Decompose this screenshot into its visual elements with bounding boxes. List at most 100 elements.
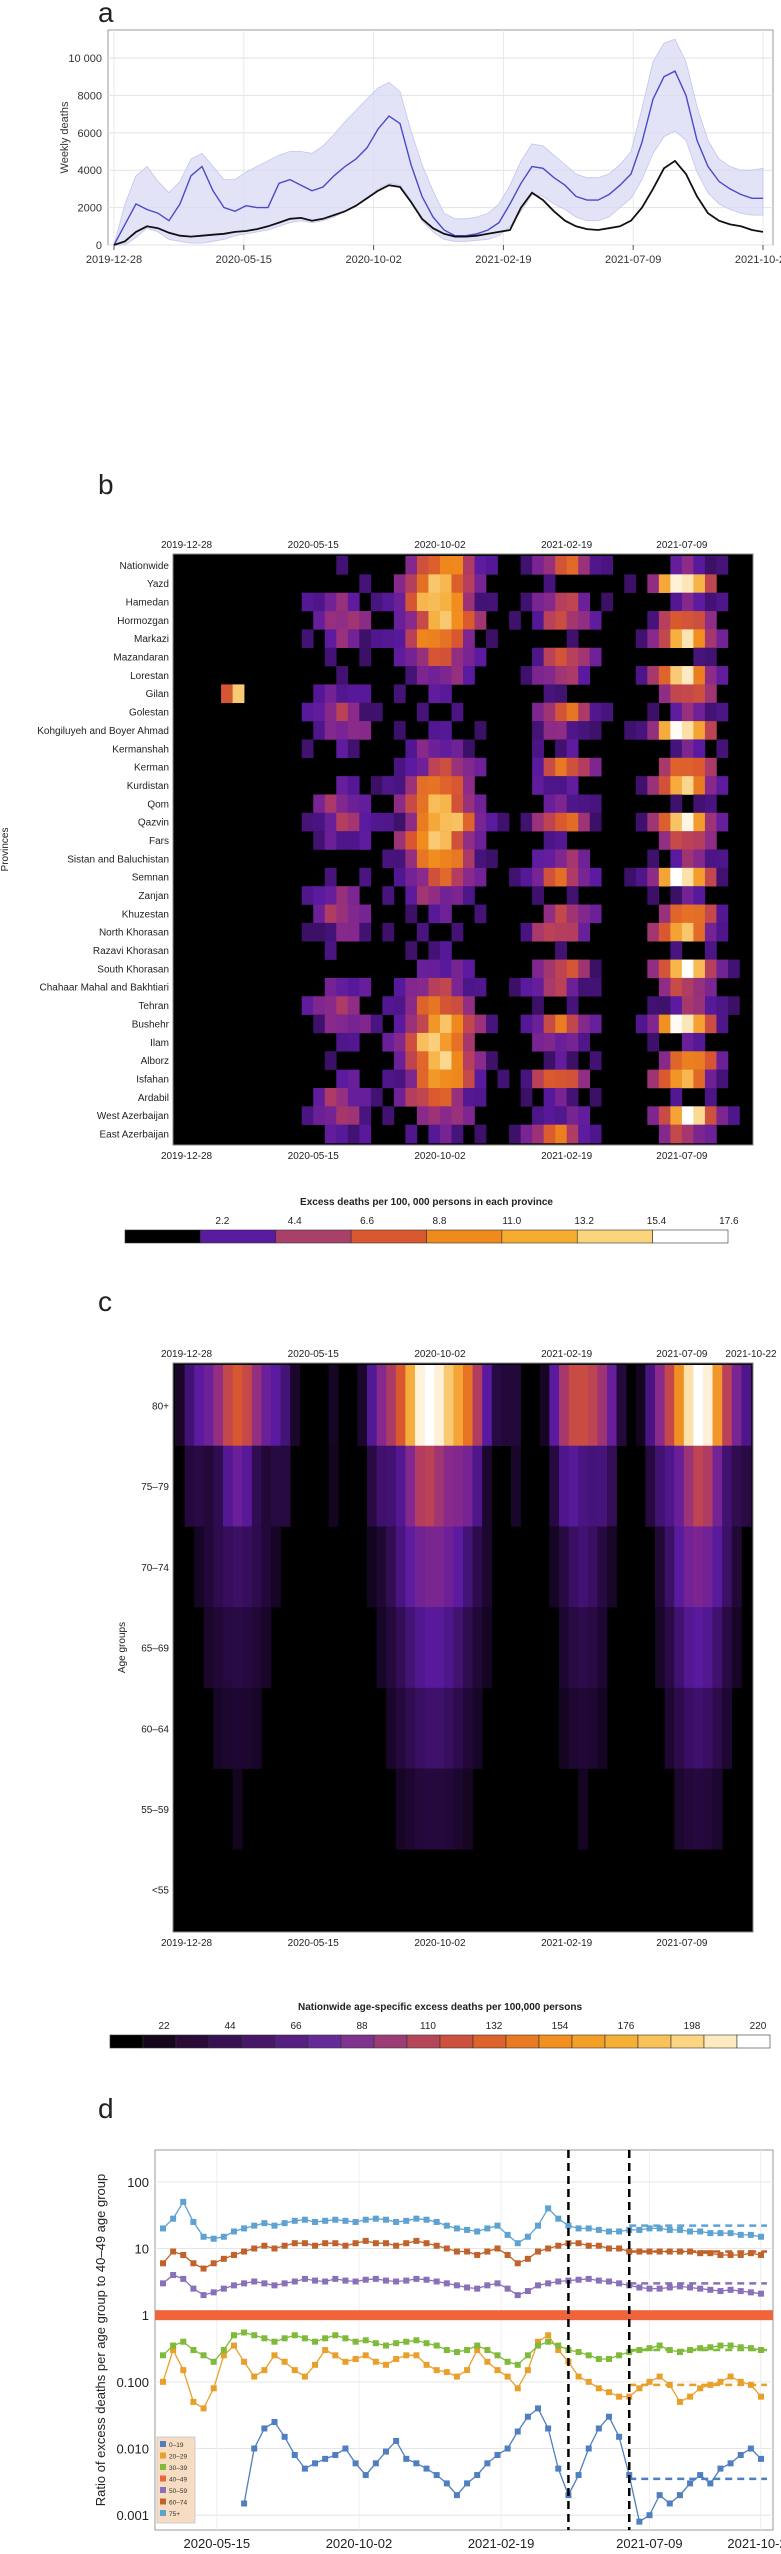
heat-cell-b (451, 977, 464, 997)
heat-cell-b (543, 1069, 556, 1089)
heat-cell-c (587, 1607, 598, 1689)
heat-cell-b (439, 867, 452, 887)
series-point-d (281, 2358, 288, 2365)
heat-cell-b (313, 996, 326, 1015)
series-point-d (727, 2373, 734, 2380)
series-point-d (322, 2335, 329, 2342)
series-point-d (717, 2465, 724, 2472)
row-label-b: Hamedan (126, 598, 169, 609)
legend-swatch-c (307, 2034, 342, 2049)
heat-cell-c (290, 1365, 301, 1447)
series-point-d (433, 2342, 440, 2349)
series-point-d (707, 2230, 714, 2237)
heat-cell-b (347, 831, 360, 850)
heat-cell-b (497, 812, 510, 832)
heat-cell-b (416, 702, 429, 722)
series-point-d (251, 2278, 258, 2285)
heat-cell-b (347, 592, 360, 612)
legend-tick-c: 88 (356, 2021, 368, 2032)
row-label-b: Hormozgan (117, 616, 169, 627)
heat-cell-b (704, 849, 717, 869)
heat-cell-b (578, 666, 591, 685)
heat-cell-b (463, 886, 475, 905)
heat-cell-b (635, 867, 648, 887)
heat-cell-b (359, 1087, 372, 1107)
series-point-d (616, 2433, 623, 2440)
legend-swatch-c (637, 2034, 672, 2049)
heat-cell-b (589, 1014, 602, 1034)
heat-cell-b (532, 1124, 544, 1144)
heat-cell-b (543, 1106, 556, 1125)
heat-cell-c (655, 1607, 665, 1689)
heat-cell-b (313, 1106, 326, 1125)
heat-cell-b (439, 574, 452, 593)
heat-cell-b (428, 812, 441, 832)
heat-cell-b (624, 574, 637, 593)
heat-cell-c (568, 1607, 579, 1689)
series-point-d (697, 2228, 704, 2235)
heat-cell-b (578, 1032, 591, 1052)
legend-swatch-b (652, 1229, 729, 1244)
series-point-d (332, 2352, 339, 2359)
heat-cell-b (439, 757, 452, 777)
xtick-label-top-c: 2021-10-22 (725, 1349, 777, 1360)
row-label-c: <55 (152, 1886, 169, 1897)
series-point-d (170, 2342, 177, 2349)
series-point-d (676, 2492, 683, 2499)
heat-cell-b (359, 794, 372, 814)
heat-cell-b (451, 812, 464, 832)
series-point-d (535, 2405, 542, 2412)
heat-cell-b (693, 666, 706, 685)
heat-cell-b (532, 757, 544, 777)
series-point-d (190, 2398, 197, 2405)
heat-cell-c (280, 1445, 291, 1527)
row-label-b: Khuzestan (122, 909, 169, 920)
heat-cell-b (428, 776, 441, 795)
heat-cell-b (382, 1106, 395, 1125)
heat-cell-b (693, 592, 706, 612)
heat-cell-b (543, 757, 556, 777)
series-point-d (514, 2260, 521, 2267)
heat-cell-b (658, 629, 671, 649)
heat-cell-b (405, 794, 418, 814)
heat-cell-c (434, 1768, 445, 1850)
heat-cell-b (566, 757, 579, 777)
heat-cell-b (670, 794, 683, 814)
series-point-d (230, 2342, 237, 2349)
legend-swatch-c (208, 2034, 243, 2049)
row-label-b: Semnan (132, 873, 169, 884)
heat-cell-b (566, 996, 579, 1015)
heat-cell-b (578, 647, 591, 667)
heat-cell-b (578, 959, 591, 979)
heat-cell-b (647, 1014, 660, 1034)
heat-cell-b (670, 904, 683, 924)
series-point-d (727, 2251, 734, 2258)
series-point-d (616, 2228, 623, 2235)
series-point-d (616, 2393, 623, 2400)
heat-cell-c (242, 1445, 253, 1527)
heat-cell-c (443, 1365, 454, 1447)
legend-marker-d (160, 2441, 166, 2447)
ytick-label-a: 6000 (78, 128, 102, 140)
heat-cell-b (486, 1014, 498, 1034)
heat-cell-b (336, 611, 349, 630)
heat-cell-c (683, 1445, 694, 1527)
xtick-label-top-c: 2021-02-19 (541, 1349, 593, 1360)
series-point-d (758, 2347, 764, 2354)
heat-cell-b (624, 867, 637, 887)
heat-cell-b (359, 647, 372, 667)
legend-tick-b: 8.8 (432, 1216, 446, 1227)
heat-cell-b (532, 721, 544, 740)
heat-cell-b (451, 556, 464, 575)
series-point-d (261, 2335, 268, 2342)
heat-cell-c (261, 1607, 272, 1689)
heat-cell-b (416, 849, 429, 869)
heat-cell-c (712, 1687, 723, 1769)
series-point-d (575, 2276, 582, 2283)
heat-cell-b (428, 996, 441, 1015)
ytick-label-d: 1 (142, 2308, 149, 2323)
heat-cell-b (716, 702, 729, 722)
heat-cell-b (532, 702, 544, 722)
legend-label-d: 40–49 (169, 2477, 187, 2484)
heat-cell-b (405, 812, 418, 832)
